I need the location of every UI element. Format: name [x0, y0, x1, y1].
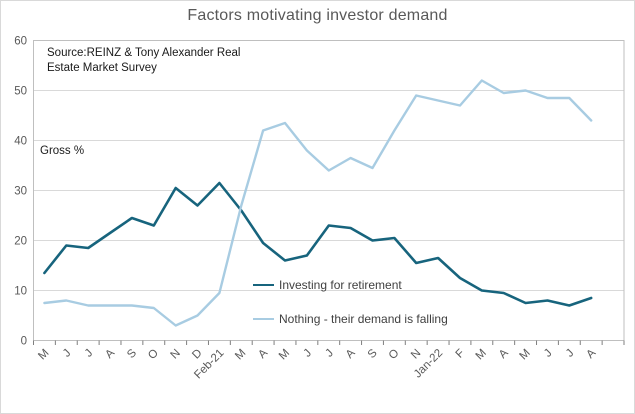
y-axis-label: 50: [14, 86, 27, 98]
series-line-retirement: [43, 181, 593, 307]
legend-label-nothing: Nothing - their demand is falling: [279, 312, 448, 326]
x-axis-label: M: [474, 347, 489, 362]
x-axis-label: M: [517, 347, 532, 362]
gross-percent-axis-label: Gross %: [40, 145, 85, 157]
x-axis-label: M: [277, 347, 292, 362]
x-axis-label: J: [564, 347, 577, 360]
x-axis-label: A: [256, 347, 270, 361]
y-axis-label: 10: [14, 286, 27, 298]
x-axis-label: N: [409, 347, 423, 361]
source-note: Source:REINZ & Tony Alexander Real Estat…: [47, 46, 240, 76]
chart-title: Factors motivating investor demand: [187, 7, 448, 24]
legend-item-nothing: Nothing - their demand is falling: [253, 312, 448, 326]
legend-line-sample-nothing: [253, 318, 274, 320]
y-axis-label: 0: [21, 336, 27, 348]
x-axis-label: S: [125, 347, 139, 361]
x-axis-label: O: [387, 347, 402, 362]
x-axis-label: J: [323, 347, 336, 360]
x-axis-label: N: [168, 347, 182, 361]
legend-item-retirement: Investing for retirement: [253, 278, 402, 292]
x-axis-label: S: [366, 347, 380, 361]
x-axis-label: D: [190, 347, 204, 361]
x-axis-label: J: [301, 347, 314, 360]
x-axis-label: J: [542, 347, 555, 360]
plot-border: [33, 40, 625, 341]
series-line-nothing: [43, 79, 593, 327]
y-axis-label: 40: [14, 136, 27, 148]
legend-label-retirement: Investing for retirement: [279, 278, 402, 292]
x-axis-label: F: [454, 347, 467, 360]
y-axis-label: 20: [14, 236, 27, 248]
x-axis-label: A: [497, 347, 511, 361]
source-note-line2: Estate Market Survey: [47, 62, 157, 75]
x-axis-label: M: [233, 347, 248, 362]
x-axis-label: A: [344, 347, 358, 361]
x-axis-label: J: [61, 347, 74, 360]
x-axis-label: A: [103, 347, 117, 361]
x-axis-label: J: [83, 347, 96, 360]
y-axis-label: 60: [14, 36, 27, 48]
x-axis-label: O: [146, 347, 161, 362]
x-axis-label: M: [36, 347, 51, 362]
x-axis-label: A: [584, 347, 598, 361]
y-axis-label: 30: [14, 186, 27, 198]
legend-line-sample-retirement: [253, 284, 274, 286]
source-note-line1: Source:REINZ & Tony Alexander Real: [47, 47, 241, 59]
